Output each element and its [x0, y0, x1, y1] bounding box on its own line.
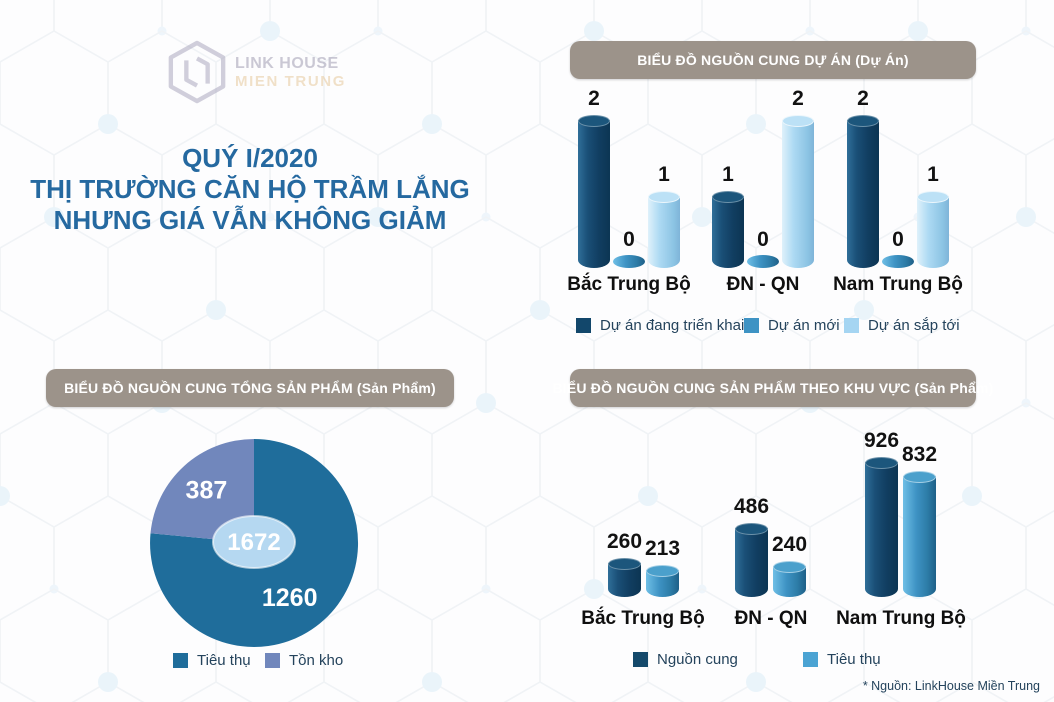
cylinder-cap: [782, 115, 814, 127]
legend-item-du-an-dang-trien-khai: Dự án đang triển khai: [576, 317, 744, 334]
zero-value-ellipse: [613, 255, 645, 268]
logo-hexagon-icon: [168, 40, 226, 104]
legend-swatch-pie-purple: [265, 653, 280, 668]
chart-title-total-products: BIỂU ĐỒ NGUỒN CUNG TỔNG SẢN PHẨM (Sản Ph…: [64, 380, 436, 396]
pie-center-total: 1672: [227, 529, 280, 556]
cylinder-body: [903, 476, 936, 597]
bar-value-label: 0: [757, 228, 769, 251]
chart-title-projects: BIỂU ĐỒ NGUỒN CUNG DỰ ÁN (Dự Án): [637, 52, 909, 68]
bar-value-label: 2: [588, 87, 600, 110]
category-label: Bắc Trung Bộ: [567, 274, 691, 295]
zero-value-ellipse: [747, 255, 779, 268]
cylinder-bar: [578, 115, 610, 268]
cylinder-cap: [917, 191, 949, 203]
cylinder-bar: [773, 561, 806, 597]
bar-value-label: 1: [927, 163, 939, 186]
category-label: ĐN - QN: [734, 608, 808, 629]
legend-item-du-an-sap-toi: Dự án sắp tới: [844, 317, 960, 334]
cylinder-body: [847, 120, 879, 268]
title-line-2: THỊ TRƯỜNG CĂN HỘ TRẦM LẮNG: [30, 174, 470, 204]
bar-value-label: 926: [863, 429, 900, 452]
cylinder-bar: [917, 191, 949, 268]
cylinder-cap: [646, 565, 679, 577]
cylinder-cap: [773, 561, 806, 573]
legend-item-tieu-thu-pie: Tiêu thụ: [173, 652, 251, 669]
bar-value-label: 832: [901, 443, 938, 466]
cylinder-bar: [847, 115, 879, 268]
cylinder-cap: [608, 558, 641, 570]
cylinder-body: [648, 196, 680, 268]
chart-title-bar-projects: BIỂU ĐỒ NGUỒN CUNG DỰ ÁN (Dự Án): [570, 41, 976, 79]
chart-title-region-products: BIỂU ĐỒ NGUỒN CUNG SẢN PHẨM THEO KHU VỰC…: [552, 380, 994, 396]
bar-value-label: 486: [733, 495, 770, 518]
total-product-pie-chart: 1260 387 1672: [150, 439, 359, 647]
zero-value-ellipse: [882, 255, 914, 268]
title-line-3: NHƯNG GIÁ VẪN KHÔNG GIẢM: [53, 205, 447, 235]
bar-value-label: 213: [644, 537, 681, 560]
cylinder-body: [782, 120, 814, 268]
chart-title-bar-total-products: BIỂU ĐỒ NGUỒN CUNG TỔNG SẢN PHẨM (Sản Ph…: [46, 369, 454, 407]
bar-value-label: 2: [792, 87, 804, 110]
bar-value-label: 0: [892, 228, 904, 251]
cylinder-cap: [712, 191, 744, 203]
legend-swatch-nguon-cung: [633, 652, 648, 667]
logo-name: LINK HOUSE: [235, 54, 339, 72]
logo-region: MIEN TRUNG: [235, 72, 346, 90]
logo-wordmark: LINK HOUSE MIEN TRUNG: [235, 55, 346, 90]
cylinder-cap: [648, 191, 680, 203]
bar-value-label: 0: [623, 228, 635, 251]
cylinder-body: [865, 462, 898, 597]
cylinder-cap: [903, 471, 936, 483]
cylinder-bar: [903, 471, 936, 597]
cylinder-bar: [608, 558, 641, 597]
legend-item-du-an-moi: Dự án mới: [744, 317, 840, 334]
title-line-1: QUÝ I/2020: [182, 143, 318, 173]
legend-swatch-tieu-thu: [803, 652, 818, 667]
legend-swatch-light: [844, 318, 859, 333]
pie-value-ton-kho: 387: [186, 477, 228, 505]
linkhouse-logo: LINK HOUSE MIEN TRUNG: [166, 40, 346, 104]
cylinder-cap: [578, 115, 610, 127]
cylinder-bar: [782, 115, 814, 268]
page-title: QUÝ I/2020 THỊ TRƯỜNG CĂN HỘ TRẦM LẮNG N…: [28, 143, 472, 236]
category-label: Nam Trung Bộ: [833, 274, 963, 295]
cylinder-cap: [847, 115, 879, 127]
cylinder-bar: [735, 523, 768, 597]
cylinder-bar: [646, 565, 679, 597]
bar-value-label: 1: [722, 163, 734, 186]
pie-value-tieu-thu: 1260: [262, 584, 318, 612]
category-label: Bắc Trung Bộ: [581, 608, 705, 629]
bar-value-label: 1: [658, 163, 670, 186]
legend-swatch-dark: [576, 318, 591, 333]
legend-item-ton-kho-pie: Tồn kho: [265, 652, 343, 669]
cylinder-cap: [865, 457, 898, 469]
category-label: ĐN - QN: [726, 274, 800, 295]
chart-title-bar-region-products: BIỂU ĐỒ NGUỒN CUNG SẢN PHẨM THEO KHU VỰC…: [552, 369, 993, 407]
legend-swatch-mid: [744, 318, 759, 333]
bar-value-label: 240: [771, 533, 808, 556]
legend-item-tieu-thu-bar: Tiêu thụ: [803, 651, 881, 668]
bar-value-label: 260: [606, 530, 643, 553]
cylinder-body: [735, 528, 768, 597]
cylinder-bar: [648, 191, 680, 268]
pie-slice-ton-kho: [150, 439, 254, 543]
legend-item-nguon-cung: Nguồn cung: [633, 651, 738, 668]
cylinder-bar: [865, 457, 898, 597]
pie-center-ellipse: [212, 515, 296, 569]
legend-swatch-pie-teal: [173, 653, 188, 668]
bar-value-label: 2: [857, 87, 869, 110]
category-label: Nam Trung Bộ: [836, 608, 966, 629]
source-note: * Nguồn: LinkHouse Miền Trung: [862, 679, 1040, 693]
cylinder-body: [578, 120, 610, 268]
cylinder-body: [917, 196, 949, 268]
cylinder-body: [712, 196, 744, 268]
cylinder-bar: [712, 191, 744, 268]
cylinder-cap: [735, 523, 768, 535]
